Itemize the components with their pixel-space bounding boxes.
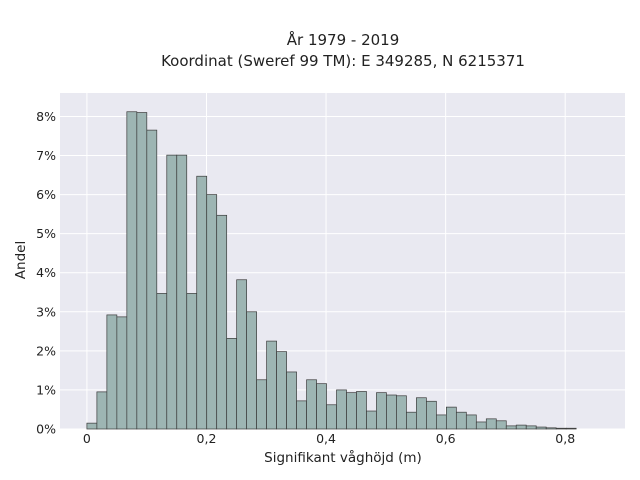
bars-layer xyxy=(86,111,577,430)
histogram-bar xyxy=(455,411,467,430)
histogram-bar xyxy=(216,214,228,430)
histogram-bar xyxy=(106,314,118,430)
histogram-bar xyxy=(276,351,287,430)
histogram-bar xyxy=(515,424,527,430)
histogram-bar xyxy=(475,421,487,430)
histogram-bar xyxy=(366,410,377,430)
histogram-bar xyxy=(236,279,248,430)
y-tick-label: 7% xyxy=(36,148,56,163)
y-tick-label: 8% xyxy=(36,109,56,124)
histogram-bar xyxy=(196,175,208,430)
histogram-bar xyxy=(226,338,238,430)
x-tick-label: 0,6 xyxy=(436,431,456,446)
x-tick-label: 0,4 xyxy=(316,431,336,446)
y-axis-label: Andel xyxy=(13,241,29,279)
histogram-bar xyxy=(86,422,98,430)
ticks-layer: 0% 1% 2% 3% 4% 5% 6% 7% 8% 0 0,2 0,4 0,6 0,8 xyxy=(36,109,575,446)
histogram-bar xyxy=(296,400,307,430)
histogram-bar xyxy=(136,112,148,430)
y-tick-label: 2% xyxy=(36,343,56,358)
histogram-bar xyxy=(146,129,158,430)
histogram-bar xyxy=(316,383,327,430)
histogram-bar xyxy=(386,394,397,430)
histogram-bar xyxy=(246,311,257,430)
histogram-bar xyxy=(406,411,417,430)
y-tick-label: 0% xyxy=(36,422,56,437)
histogram-bar xyxy=(525,425,537,430)
histogram-bar xyxy=(96,391,108,430)
histogram-bar xyxy=(446,406,457,430)
x-tick-label: 0,2 xyxy=(197,431,217,446)
histogram-bar xyxy=(186,293,198,430)
histogram-bar xyxy=(505,425,517,430)
histogram-bar xyxy=(176,154,188,430)
histogram-bar xyxy=(495,420,507,430)
x-tick-label: 0,8 xyxy=(555,431,575,446)
histogram-bar xyxy=(376,392,387,430)
histogram-bar xyxy=(555,427,567,430)
histogram-bar xyxy=(266,340,277,430)
histogram-bar xyxy=(206,194,218,430)
y-tick-label: 1% xyxy=(36,382,56,397)
histogram-bar xyxy=(436,414,447,430)
histogram-bar xyxy=(336,389,347,430)
chart-title-line-2: Koordinat (Sweref 99 TM): E 349285, N 62… xyxy=(161,52,525,70)
y-tick-label: 6% xyxy=(36,187,56,202)
histogram-bar xyxy=(286,371,297,430)
histogram-bar xyxy=(426,400,437,430)
histogram-bar xyxy=(156,293,168,430)
y-tick-label: 5% xyxy=(36,226,56,241)
histogram-bar xyxy=(346,392,357,430)
histogram-bar xyxy=(396,395,407,430)
histogram-bar xyxy=(485,418,497,430)
histogram-bar xyxy=(465,414,477,430)
histogram-bar xyxy=(116,316,128,430)
y-tick-label: 3% xyxy=(36,304,56,319)
histogram-bar xyxy=(416,397,427,430)
histogram-bar xyxy=(126,111,138,430)
histogram-bar xyxy=(306,379,317,430)
x-tick-label: 0 xyxy=(83,431,91,446)
histogram-bar xyxy=(356,391,367,430)
histogram-bar xyxy=(256,379,267,430)
chart-title-line-1: År 1979 - 2019 xyxy=(287,30,400,49)
histogram-bar xyxy=(545,427,557,430)
histogram-bar xyxy=(326,404,337,430)
y-tick-label: 4% xyxy=(36,265,56,280)
histogram-bar xyxy=(166,154,178,430)
x-axis-label: Signifikant våghöjd (m) xyxy=(264,449,422,466)
histogram-bar xyxy=(535,426,547,430)
histogram-bar xyxy=(565,427,577,430)
